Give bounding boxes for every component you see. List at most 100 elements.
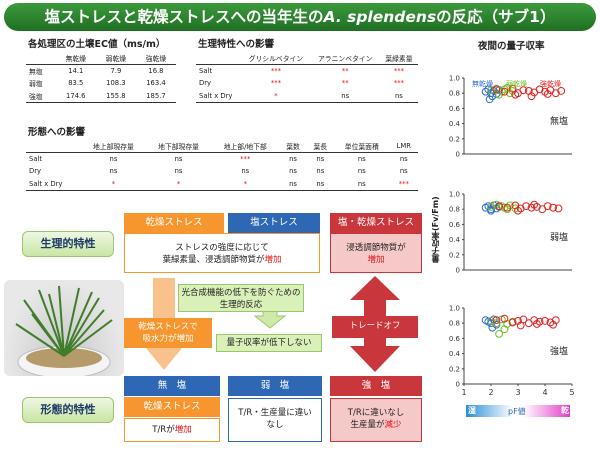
table-row: Salt ns ns *** ns ns ns ns [26, 152, 418, 165]
y-tick-label: 1.0 [449, 75, 460, 83]
data-point [511, 90, 520, 99]
x-tick-label: 2 [488, 388, 493, 397]
cell: *** [393, 79, 405, 88]
cell: ns [399, 167, 408, 176]
cell: 16.8 [135, 64, 176, 77]
data-point [541, 87, 549, 96]
data-point [514, 206, 522, 215]
cell: 108.3 [106, 79, 126, 88]
ec-col: 弱乾燥 [95, 52, 136, 65]
cell: *** [270, 79, 282, 88]
y-tick-label: 0 [456, 267, 460, 275]
row-label: Salt [196, 64, 242, 77]
data-point [487, 206, 495, 215]
data-point [522, 202, 530, 211]
data-point [546, 318, 555, 327]
chart-title: 夜間の量子収率 [478, 41, 545, 52]
cell: * [211, 177, 280, 191]
y-tick-label: 0.4 [449, 350, 461, 358]
row-label: 無塩 [26, 64, 56, 77]
cell: 174.6 [55, 89, 96, 103]
no-salt-result-highlight: 増加 [174, 425, 192, 435]
data-point [535, 317, 544, 326]
orange-box-line1: 乾燥ストレスで [138, 322, 198, 332]
physio-heading: 生理特性への影響 [198, 39, 275, 50]
no-salt-header: 無 塩 [124, 376, 220, 396]
cell: ns [109, 167, 118, 176]
data-point [511, 204, 520, 213]
main-box-highlight: 増加 [264, 255, 282, 265]
row-label: 強塩 [26, 89, 56, 103]
cell: ns [146, 152, 212, 165]
data-point [551, 316, 560, 325]
data-point [492, 319, 501, 328]
data-point [495, 329, 503, 338]
green-box1-line1: 光合成機能の低下を防ぐための [181, 288, 301, 298]
y-tick-label: 0 [456, 151, 460, 159]
no-salt-result-text: T/Rが [152, 425, 175, 435]
physio-table: グリシルベタイン アラニンベタイン 葉緑素量 Salt *** ** *** Dry ***… [196, 52, 418, 103]
photosynthesis-box: 光合成機能の低下を防ぐための 生理的反応 [178, 284, 304, 312]
title-text: 塩ストレスと乾燥ストレスへの当年生の [44, 8, 324, 26]
table-row: Dry ns ns ns ns ns ns ns [26, 165, 418, 178]
morph-col: 単位葉面積 [333, 140, 390, 153]
legend-entry: 無乾燥 [472, 79, 493, 88]
table-row: Salt *** ** *** [196, 64, 418, 77]
row-label: 弱塩 [29, 80, 43, 89]
y-tick-label: 0.2 [449, 251, 460, 259]
pf-gradient-bar [466, 405, 570, 417]
data-point [487, 317, 495, 325]
strong-salt-result: T/Rに違いなし 生産量が減少 [330, 398, 422, 442]
cell: ns [80, 152, 146, 165]
physio-col: 葉緑素量 [379, 52, 418, 65]
both-box-line1: 浸透調節物質が [346, 243, 406, 253]
morph-col: 葉数 [279, 140, 307, 153]
x-tick-label: 5 [569, 388, 574, 397]
page-title: 塩ストレスと乾燥ストレスへの当年生のA. splendensの反応（サブ1） [4, 3, 596, 31]
cell: 155.8 [95, 89, 136, 103]
data-point [516, 321, 525, 330]
ec-heading: 各処理区の土壌EC値（ms/m） [28, 39, 166, 50]
title-species: A. splendens [323, 8, 437, 26]
cell: ns [389, 152, 418, 165]
both-response-box: 浸透調節物質が 増加 [330, 233, 422, 273]
orange-box-line2: 吸水力が増加 [142, 334, 194, 344]
strong-salt-result-highlight: 減少 [384, 420, 402, 430]
y-tick-label: 0.4 [449, 120, 461, 128]
y-tick-label: 0.6 [449, 221, 461, 229]
title-suffix: の反応（サブ1） [436, 8, 556, 26]
both-header: 塩・乾燥ストレス [330, 213, 422, 233]
morph-table: 地上部現存量 地下部現存量 地上部/地下部 葉数 葉長 単位葉面積 LMR Salt ns ns… [26, 140, 418, 191]
data-point [541, 317, 549, 325]
drought-sub-header: 乾燥ストレス [124, 397, 220, 417]
table-row: 強塩 174.6 155.8 185.7 [26, 89, 176, 103]
data-point [543, 202, 552, 211]
panel-label: 無塩 [550, 115, 568, 127]
cell: ns [333, 177, 390, 191]
tradeoff-label: トレードオフ [332, 316, 418, 338]
morph-col: 地上部現存量 [80, 140, 146, 153]
cell: ns [279, 152, 307, 165]
data-point [557, 87, 566, 95]
green-box1-line2: 生理的反応 [219, 300, 263, 310]
data-point [514, 317, 522, 325]
y-tick-label: 0 [456, 381, 460, 389]
row-label: Dry [199, 79, 212, 88]
weak-salt-header: 弱 塩 [228, 376, 322, 396]
cell: 83.5 [68, 79, 84, 88]
x-tick-label: 4 [542, 388, 547, 397]
legend-entry: 強乾燥 [540, 79, 561, 88]
data-point [487, 86, 495, 95]
table-row: Dry *** ** *** [196, 77, 418, 90]
plant-image [15, 285, 113, 376]
table-row: 無塩 14.1 7.9 16.8 [26, 64, 176, 77]
cell: 185.7 [135, 89, 176, 103]
cell: ** [341, 79, 349, 88]
data-point [503, 203, 512, 212]
data-point [481, 87, 490, 96]
cell: *** [211, 152, 280, 165]
y-tick-label: 0.6 [449, 105, 461, 113]
pf-label: pF値 [508, 407, 526, 416]
cell: * [241, 89, 311, 103]
cell: ns [306, 177, 334, 191]
